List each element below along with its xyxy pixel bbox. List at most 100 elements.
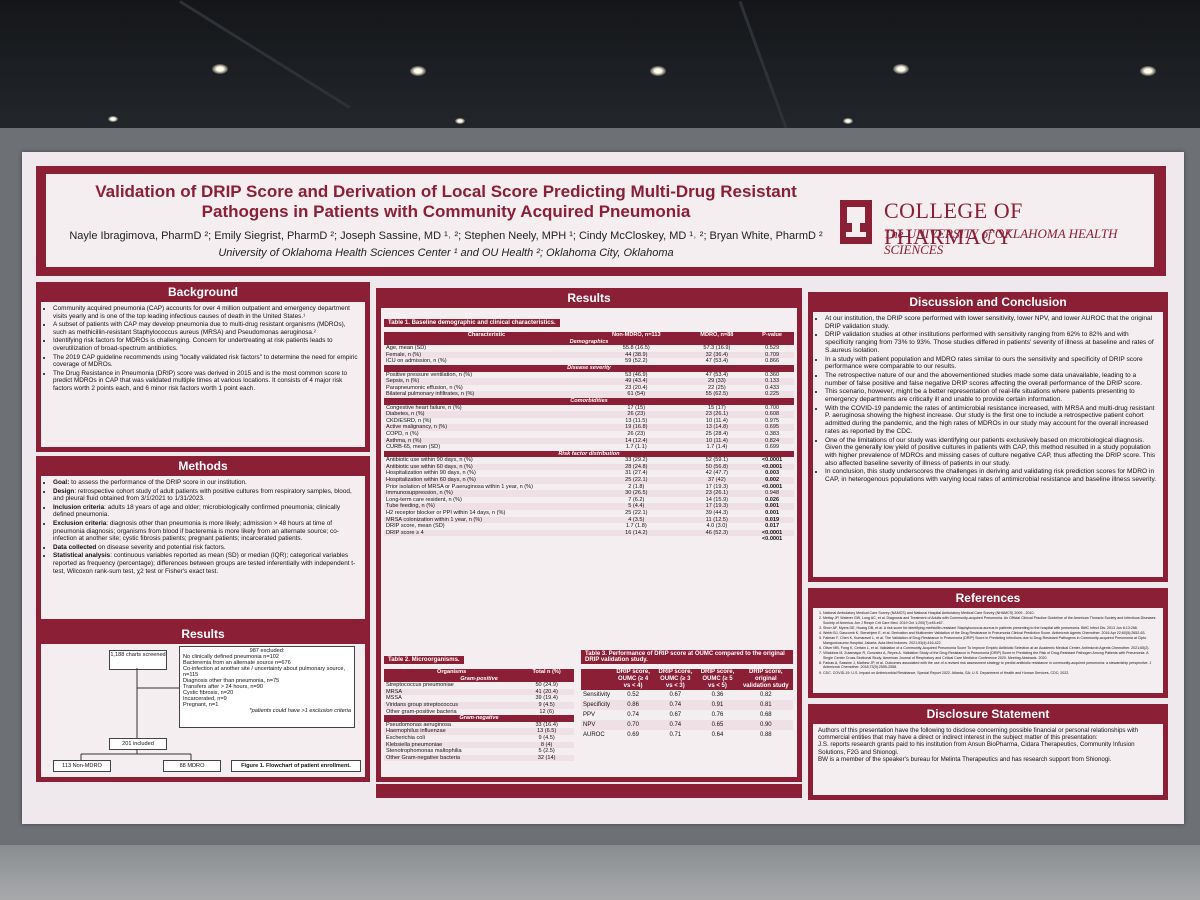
- list-item: Statistical analysis: continuous variabl…: [53, 552, 360, 575]
- row-label: COPD, n (%): [386, 430, 419, 437]
- table-cell: 0.001: [765, 510, 780, 517]
- table-row: Congestive heart failure, n (%) 17 (15) 15…: [384, 405, 794, 412]
- excluded-item: Co-infection at another site / uncertain…: [183, 666, 345, 678]
- table-cell: 0.866: [765, 358, 780, 365]
- table-row: MSSA 39 (19.4): [384, 695, 574, 702]
- table-cell: 0.88: [759, 732, 772, 738]
- table-row: Stenotrophomonas maltophilia 5 (2.5): [384, 748, 574, 755]
- row-label: Other Gram-negative bacteria: [386, 754, 460, 761]
- list-item: Inclusion criteria: adults 18 years of a…: [53, 504, 360, 519]
- table-cell: 0.360: [765, 371, 780, 378]
- ceiling-light: [212, 64, 228, 74]
- table-cell: 0.019: [765, 516, 780, 523]
- table-cell: 16 (14.2): [625, 529, 648, 536]
- list-item: The Drug Resistance in Pneumonia (DRIP) …: [53, 370, 360, 393]
- reference-item: Fabrian F, Chen K, Kumaravel L, et al. T…: [823, 636, 1158, 645]
- row-label: Antibiotic use within 60 days, n (%): [386, 463, 473, 470]
- row-label: CURB-65, mean (SD): [386, 444, 441, 451]
- list-item: A subset of patients with CAP may develo…: [53, 321, 360, 336]
- table-cell: 37 (42): [707, 477, 726, 484]
- table-cell: 33 (29.2): [625, 457, 648, 464]
- list-item: With the COVID-19 pandemic the rates of …: [825, 405, 1158, 436]
- logo-university: The UNIVERSITY of OKLAHOMA HEALTH SCIENC…: [884, 226, 1118, 257]
- table-row: Viridans group streptococcus 9 (4.5): [384, 701, 574, 709]
- table-cell: 0.433: [765, 384, 780, 391]
- background-panel: Background Community acquired pneumonia …: [36, 282, 370, 452]
- row-label: Diabetes, n (%): [386, 411, 425, 418]
- table-header: Total n (%): [519, 669, 574, 676]
- item-text: to assess the performance of the DRIP sc…: [69, 479, 247, 486]
- table-cell: 7 (6.2): [628, 496, 645, 503]
- table1-body: Demographics Age, mean (SD) 55.8 (16.5) 57.…: [384, 338, 794, 543]
- table-cell: 23 (26.1): [705, 490, 729, 497]
- table-row: Diabetes, n (%) 26 (23) 23 (26.1) 0.608: [384, 411, 794, 418]
- table-cell: 15 (17): [707, 404, 726, 411]
- table-cell: <0.0001: [761, 536, 783, 543]
- disclosure-bw: BW is a member of the speaker's bureau f…: [818, 755, 1112, 763]
- table2: Organisms Total n (%) Gram-positive Strep…: [384, 669, 574, 762]
- table-cell: 57.3 (16.9): [703, 345, 731, 352]
- table-cell: 0.74: [627, 712, 639, 718]
- row-label: Hospitalization within 60 days, n (%): [386, 477, 476, 484]
- excluded-item: Cystic fibrosis, n=20: [183, 690, 234, 696]
- logo-college: COLLEGE OF PHARMACY: [884, 198, 1023, 249]
- section-label: Risk factor distribution: [384, 450, 794, 458]
- table-cell: 9 (4.5): [538, 734, 555, 741]
- row-label: Other gram-positive bacteria: [386, 708, 457, 715]
- list-item: Exclusion criteria: diagnosis other than…: [53, 520, 360, 543]
- table-cell: 30 (26.5): [625, 490, 648, 497]
- flow-non-mdro: 113 Non-MDRO: [53, 760, 111, 772]
- item-label: Goal:: [53, 479, 70, 486]
- section-label: Gram-positive: [384, 675, 574, 683]
- table-cell: 50 (56.8): [705, 463, 729, 470]
- background-list: Community acquired pneumonia (CAP) accou…: [41, 302, 365, 397]
- disclosure-text: Authors of this presentation have the fo…: [813, 724, 1163, 766]
- flow-included: 201 included: [109, 738, 167, 750]
- table-cell: 0.67: [669, 712, 682, 718]
- table2-caption: Table 2. Microorganisms.: [384, 656, 464, 664]
- row-label: Parapneumonic effusion, n (%): [386, 384, 463, 391]
- table-cell: 4.0 (3.0): [706, 523, 728, 530]
- table-cell: 39 (44.3): [705, 510, 729, 517]
- list-item: Design: retrospective cohort study of ad…: [53, 488, 360, 503]
- poster-authors: Nayle Ibragimova, PharmD ²; Emily Siegri…: [69, 230, 823, 242]
- ceiling-light: [650, 66, 666, 76]
- table-row: Female, n (%) 44 (38.9) 32 (36.4) 0.709: [384, 351, 794, 359]
- list-item: Data collected on disease severity and p…: [53, 544, 360, 552]
- item-label: Design: [53, 487, 75, 495]
- excluded-item: Pregnant, n=1: [183, 702, 219, 708]
- list-item: Community acquired pneumonia (CAP) accou…: [53, 305, 360, 320]
- table-cell: 0.65: [711, 722, 724, 728]
- table-cell: 53 (46.9): [625, 371, 648, 378]
- table-header: DRIP score, OUMC (≥ 5 vs < 5): [696, 669, 739, 690]
- table-cell: 0.002: [765, 477, 780, 484]
- table-row: Other Gram-negative bacteria 32 (14): [384, 754, 574, 762]
- row-label: Escherichia coli: [386, 734, 425, 741]
- table-row: Klebsiella pneumoniae 8 (4): [384, 741, 574, 749]
- header-inner: Validation of DRIP Score and Derivation …: [46, 174, 1154, 267]
- table-cell: 32 (36.4): [705, 351, 729, 358]
- table-row: Sepsis, n (%) 49 (43.4) 29 (33) 0.133: [384, 378, 794, 385]
- table2-body: Gram-positive Streptococcus pneumoniae 50 …: [384, 675, 574, 762]
- table-cell: 0.529: [765, 345, 780, 352]
- table-cell: 32 (14): [537, 754, 556, 761]
- disclosure-js: J.S. reports research grants paid to his…: [818, 741, 1135, 756]
- list-item: In conclusion, this study underscores th…: [825, 468, 1158, 483]
- ceiling-light: [843, 118, 853, 124]
- poster-affiliation: University of Oklahoma Health Sciences C…: [218, 247, 674, 259]
- ceiling-light: [455, 118, 465, 124]
- poster-title: Validation of DRIP Score and Derivation …: [95, 182, 797, 221]
- row-label: Hospitalization within 90 days, n (%): [386, 470, 476, 477]
- excluded-item: Diagnosis other than pneumonia, n=75: [183, 678, 280, 684]
- table-section-row: Gram-negative: [384, 715, 574, 722]
- flow-screened: 1,188 charts screened: [109, 650, 167, 670]
- table-cell: 44 (38.9): [625, 351, 648, 358]
- table1: Characteristic Non-MDRO, n=113 MDRO, n=8…: [384, 332, 794, 543]
- table-cell: 17 (19.3): [705, 503, 729, 510]
- reference-item: Webb BJ, Dascomb K, Stenehjem E, et al. …: [823, 631, 1158, 635]
- table-cell: 0.90: [759, 722, 772, 728]
- row-label: MRSA colonization within 1 year, n (%): [386, 516, 483, 523]
- flow-mdro: 88 MDRO: [163, 760, 221, 772]
- table-cell: 50 (24.9): [535, 682, 558, 689]
- row-label: NPV: [583, 722, 596, 728]
